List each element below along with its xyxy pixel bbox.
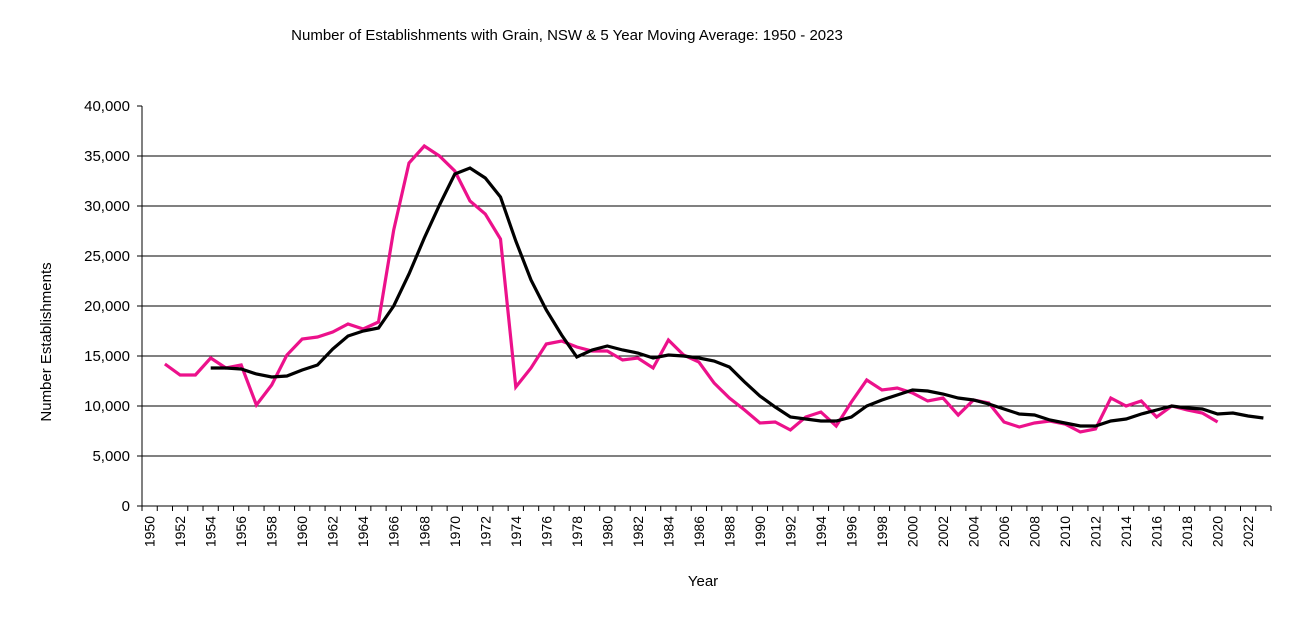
x-tick-label: 1966: [386, 516, 402, 547]
x-tick-label: 1962: [325, 516, 341, 547]
series-lines: [163, 143, 1264, 434]
x-tick-label: 1994: [813, 516, 829, 547]
x-tick-label: 1990: [752, 516, 768, 547]
x-tick-label: 2000: [904, 516, 920, 547]
x-tick-label: 1970: [447, 516, 463, 547]
y-axis-label: Number Establishments: [38, 262, 55, 421]
x-tick-label: 2010: [1057, 516, 1073, 547]
y-tick-label: 15,000: [84, 348, 130, 365]
x-tick-label: 2020: [1210, 516, 1226, 547]
x-tick-label: 1958: [264, 516, 280, 547]
gridlines: [142, 155, 1271, 457]
x-tick-label: 2012: [1088, 516, 1104, 547]
x-tick-label: 1956: [233, 516, 249, 547]
x-tick-label: 1996: [843, 516, 859, 547]
x-tick-label: 1998: [874, 516, 890, 547]
x-tick-label: 2022: [1240, 516, 1256, 547]
x-tick-label: 2014: [1118, 516, 1134, 547]
y-tick-label: 40,000: [84, 98, 130, 115]
y-tick-label: 10,000: [84, 398, 130, 415]
y-axis: 0 5,000 10,000 15,000 20,000 25,000 30,000 35,0…: [84, 98, 143, 515]
y-tick-label: 35,000: [84, 148, 130, 165]
x-tick-label: 2018: [1179, 516, 1195, 547]
x-tick-label: 2008: [1027, 516, 1043, 547]
y-tick-label: 5,000: [92, 448, 130, 465]
x-axis: 1950 1952 1954 1956 1958 1960 1962 1964 1966 1968…: [137, 505, 1272, 547]
x-tick-label: 1992: [782, 516, 798, 547]
x-tick-label: 1982: [630, 516, 646, 547]
y-tick-label: 20,000: [84, 298, 130, 315]
x-tick-label: 2016: [1149, 516, 1165, 547]
x-tick-label: 1976: [538, 516, 554, 547]
x-tick-label: 1986: [691, 516, 707, 547]
chart-title: Number of Establishments with Grain, NSW…: [291, 27, 843, 44]
x-tick-label: 1978: [569, 516, 585, 547]
x-tick-label: 1960: [294, 516, 310, 547]
series-line-establishments: [163, 143, 1219, 434]
x-tick-label: 1984: [660, 516, 676, 547]
x-tick-label: 1954: [203, 516, 219, 547]
y-tick-label: 30,000: [84, 198, 130, 215]
x-tick-label: 2006: [996, 516, 1012, 547]
x-tick-label: 2002: [935, 516, 951, 547]
x-tick-label: 1974: [508, 516, 524, 547]
x-axis-label: Year: [688, 573, 718, 590]
x-tick-label: 2004: [965, 516, 981, 547]
x-tick-label: 1988: [721, 516, 737, 547]
x-tick-label: 1980: [599, 516, 615, 547]
x-tick-label: 1972: [477, 516, 493, 547]
y-tick-label: 25,000: [84, 248, 130, 265]
x-tick-label: 1964: [355, 516, 371, 547]
x-tick-label: 1968: [416, 516, 432, 547]
series-line-moving-average: [210, 166, 1264, 428]
x-tick-label: 1950: [142, 516, 158, 547]
x-tick-label: 1952: [172, 516, 188, 547]
y-tick-label: 0: [122, 498, 130, 515]
